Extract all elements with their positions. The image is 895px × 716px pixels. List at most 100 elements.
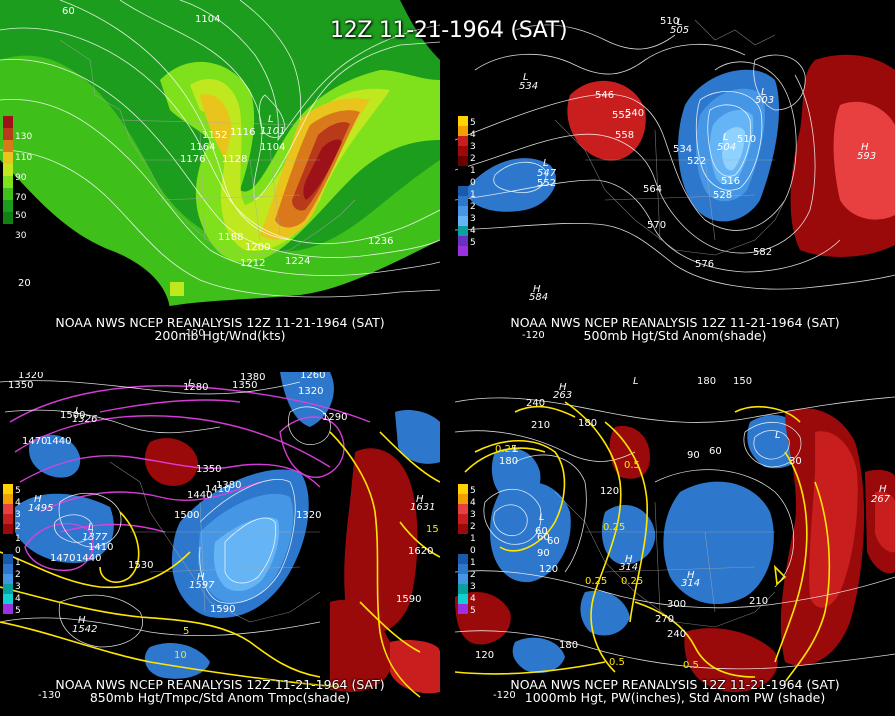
contour-label: 1590 xyxy=(396,594,421,605)
contour-label: 150 xyxy=(733,376,752,387)
contour-label: 180 xyxy=(578,418,597,429)
contour-label: 576 xyxy=(695,259,714,270)
contour-label: 522 xyxy=(687,156,706,167)
center-high: H xyxy=(687,570,695,581)
center-value: 60 xyxy=(537,532,550,543)
map-500mb: 5 4 3 2 1 0 1 2 3 4 5 510 546 540 552 55… xyxy=(455,0,895,344)
center-value: 263 xyxy=(553,390,572,401)
center-value: 1326 xyxy=(72,414,97,425)
footer-line2: 1000mb Hgt, PW(inches), Std Anom PW (sha… xyxy=(524,690,826,705)
contour-label: 0.5 xyxy=(624,460,640,471)
center-value: 593 xyxy=(857,151,876,162)
footer-line2: 200mb Hgt/Wnd(kts) xyxy=(154,328,286,343)
center-high: H xyxy=(78,615,86,626)
colorbar-label: 5 xyxy=(15,606,21,616)
center-high: H xyxy=(34,494,42,505)
colorbar-label: 3 xyxy=(470,214,476,224)
contour-label: 516 xyxy=(721,176,740,187)
colorbar-label: 4 xyxy=(470,226,476,236)
contour-label: 570 xyxy=(647,220,666,231)
contour-label: 1116 xyxy=(230,127,255,138)
contour-label: 1350 xyxy=(8,380,33,391)
center-low: L xyxy=(188,378,194,389)
center-value: 1542 xyxy=(72,624,97,635)
contour-label: 120 xyxy=(539,564,558,575)
colorbar-label: 50 xyxy=(15,211,27,221)
footer-500mb: NOAA NWS NCEP REANALYSIS 12Z 11-21-1964 … xyxy=(455,316,895,342)
center-value: 547 xyxy=(537,168,557,179)
center-low: L xyxy=(513,444,519,455)
lat-label: 20 xyxy=(18,278,31,289)
low-center: L xyxy=(268,114,274,125)
contour-label: 552 xyxy=(537,178,556,189)
contour-label: 300 xyxy=(667,599,686,610)
lon-label: -120 xyxy=(182,328,205,339)
colorbar-label: 0 xyxy=(15,546,21,556)
colorbar-label: 2 xyxy=(470,570,476,580)
contour-label: 558 xyxy=(615,130,634,141)
contour-label: 90 xyxy=(687,450,700,461)
colorbar-label: 2 xyxy=(470,522,476,532)
colorbar-label: 3 xyxy=(470,582,476,592)
center-high: H xyxy=(416,494,424,505)
panel-1000mb: 5 4 3 2 1 0 1 2 3 4 5 180 150 240 210 18… xyxy=(455,372,895,716)
contour-label: 540 xyxy=(625,108,644,119)
center-value: 1597 xyxy=(189,580,215,591)
center-value: 584 xyxy=(529,292,548,303)
footer-line1: NOAA NWS NCEP REANALYSIS 12Z 11-21-1964 … xyxy=(55,677,385,692)
colorbar-label: 2 xyxy=(470,202,476,212)
colorbar-label: 30 xyxy=(15,231,27,241)
center-value: 267 xyxy=(871,494,891,505)
contour-label: 1500 xyxy=(60,410,85,421)
contour-label: 1350 xyxy=(196,464,221,475)
contour-label: 1440 xyxy=(76,553,101,564)
colorbar-200mb: 130 110 90 70 50 30 xyxy=(3,116,32,241)
footer-line2: 500mb Hgt/Std Anom(shade) xyxy=(583,328,767,343)
colorbar-label: 4 xyxy=(15,594,21,604)
contour-label: 564 xyxy=(643,184,662,195)
contour-label: 1104 xyxy=(260,142,285,153)
contour-label: 120 xyxy=(475,650,494,661)
lon-label: -120 xyxy=(493,690,516,701)
colorbar-label: 3 xyxy=(15,582,21,592)
contour-label: 1470 xyxy=(22,436,47,447)
center-low: L xyxy=(723,132,729,143)
contour-label: 180 xyxy=(559,640,578,651)
center-high: H xyxy=(879,484,887,495)
contour-label: 534 xyxy=(673,144,692,155)
contour-label: 510 xyxy=(660,16,679,27)
contour-label: 1440 xyxy=(187,490,212,501)
contour-label: 60 xyxy=(547,536,560,547)
colorbar-label: 3 xyxy=(470,510,476,520)
colorbar-label: 5 xyxy=(470,238,476,248)
center-value: 503 xyxy=(755,95,774,106)
panel-850mb: 5 4 3 2 1 0 1 2 3 4 5 1320 1350 1280 135… xyxy=(0,372,440,716)
center-high: H xyxy=(625,554,633,565)
contour-label: 210 xyxy=(531,420,550,431)
center-high: H xyxy=(197,572,205,583)
colorbar-label: 4 xyxy=(470,594,476,604)
contour-label: 120 xyxy=(600,486,619,497)
center-value: 1377 xyxy=(82,532,108,543)
colorbar-label: 2 xyxy=(15,522,21,532)
colorbar-label: 4 xyxy=(470,130,476,140)
contour-label: 1128 xyxy=(222,154,247,165)
colorbar-850mb: 5 4 3 2 1 0 1 2 3 4 5 xyxy=(3,484,21,616)
colorbar-label: 5 xyxy=(470,486,476,496)
contour-label: 1260 xyxy=(300,372,325,381)
footer-200mb: NOAA NWS NCEP REANALYSIS 12Z 11-21-1964 … xyxy=(0,316,440,342)
colorbar-label: 5 xyxy=(15,486,21,496)
colorbar-label: 4 xyxy=(15,498,21,508)
contour-label: 180 xyxy=(697,376,716,387)
center-value: 534 xyxy=(519,81,538,92)
contour-label: 1620 xyxy=(408,546,433,557)
contour-label: 0.25 xyxy=(603,522,625,533)
contour-label: 1320 xyxy=(298,386,323,397)
footer-850mb: NOAA NWS NCEP REANALYSIS 12Z 11-21-1964 … xyxy=(0,678,440,704)
colorbar-label: 0 xyxy=(470,178,476,188)
contour-label: 15 xyxy=(426,524,439,535)
contour-label: 1188 xyxy=(218,232,243,243)
contour-label: 0.5 xyxy=(683,660,699,671)
colorbar-500mb: 5 4 3 2 1 0 1 2 3 4 5 xyxy=(458,116,476,256)
colorbar-label: 1 xyxy=(15,558,21,568)
